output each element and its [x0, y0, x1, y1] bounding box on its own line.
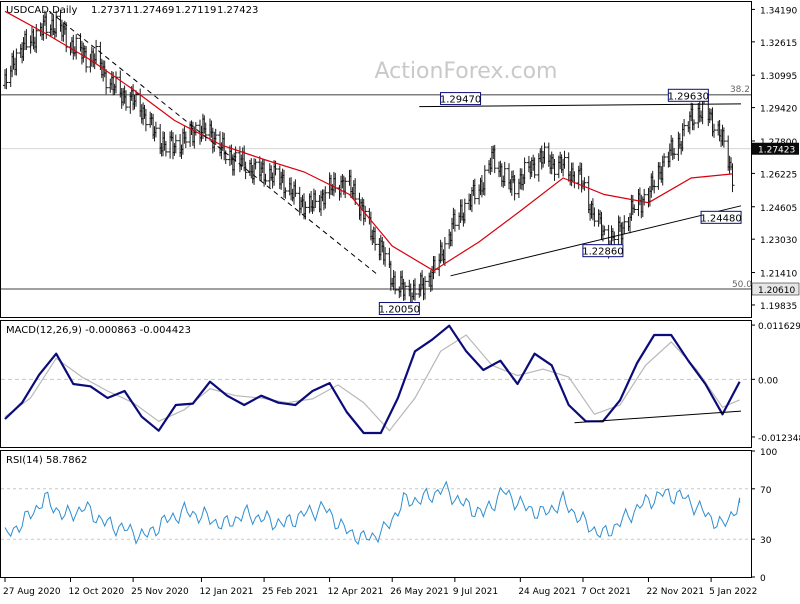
- annotation-1.20050: 1.20050: [379, 305, 420, 316]
- annotation-box-1.20050: [378, 302, 420, 316]
- price-axis-label: 1.23030: [760, 236, 797, 246]
- annotation-1.29470: 1.29470: [440, 95, 481, 106]
- annotation-box-1.29630: [667, 88, 709, 102]
- annotation-1.29630: 1.29630: [668, 91, 709, 102]
- price-high-value: 1.27469: [133, 5, 174, 16]
- price-axis-label: 1.32615: [760, 39, 797, 49]
- annotation-1.22860: 1.22860: [582, 247, 623, 258]
- date-axis-label: 27 Aug 2020: [3, 587, 61, 597]
- fib-50-label: 50.0: [732, 280, 752, 290]
- price-axis-label: 1.30995: [760, 72, 797, 82]
- price-axis-label: 1.29420: [760, 105, 797, 115]
- labels-layer: 1.20050 1.29470 1.22860 1.29630 1.24480 38.2 5…: [379, 85, 753, 316]
- price-close-value: 1.27423: [217, 5, 258, 16]
- macd-signal-line: [4, 334, 740, 432]
- macd-main-line: [4, 324, 741, 435]
- annotation-box-1.22860: [582, 244, 624, 258]
- macd-axis-label: 0.011629: [758, 322, 800, 332]
- price-axis-label: 1.34190: [760, 6, 797, 16]
- macd-trendline: [574, 410, 742, 424]
- current-price-tag: 1.27423: [758, 146, 795, 156]
- price-axis-label: 1.19835: [760, 302, 797, 312]
- price-open-value: 1.27371: [91, 5, 132, 16]
- price-low-value: 1.27119: [175, 5, 216, 16]
- rsi-title: RSI(14) 58.7862: [6, 455, 87, 466]
- date-axis-label: 25 Nov 2020: [131, 587, 189, 597]
- macd-title: MACD(12,26,9) -0.000863 -0.004423: [6, 325, 191, 336]
- macd-panel-frame: [0, 320, 752, 448]
- date-axis-label: 12 Apr 2021: [328, 587, 384, 597]
- macd-axis-label: 0.00: [758, 376, 778, 386]
- fib-50-tag: 1.20610: [758, 286, 795, 296]
- rsi-axis-label: 0: [760, 574, 766, 584]
- current-price-tag-bg: [752, 142, 799, 155]
- series-lines-layer: [4, 10, 742, 546]
- rsi-axis-label: 100: [760, 448, 777, 458]
- rsi-axis-label: 30: [760, 536, 772, 546]
- rsi-panel-frame: [0, 450, 752, 578]
- date-axis-label: 5 Jan 2022: [709, 587, 757, 597]
- date-axis-label: 12 Oct 2020: [68, 587, 124, 597]
- price-symbol-label: USDCAD,Daily: [6, 5, 77, 16]
- trendline-falling: [48, 10, 377, 275]
- rsi-line: [4, 480, 741, 546]
- trendline-lower: [450, 205, 742, 277]
- date-axis-label: 26 May 2021: [390, 587, 449, 597]
- fib-50-tag-bg: [751, 282, 800, 296]
- price-axis-label: 1.26225: [760, 170, 797, 180]
- date-axis-label: 12 Jan 2021: [199, 587, 253, 597]
- fib-38-label: 38.2: [730, 85, 750, 95]
- rsi-axis-label: 70: [760, 486, 772, 496]
- price-axis-label: 1.24605: [760, 204, 797, 214]
- date-axis-label: 9 Jul 2021: [453, 587, 498, 597]
- macd-axis-label: -0.012348: [758, 434, 800, 444]
- price-panel-frame: [0, 1, 752, 318]
- axes-layer: 1.341901.326151.309951.294201.278001.262…: [3, 6, 800, 597]
- date-axis-label: 22 Nov 2021: [646, 587, 704, 597]
- price-axis-label: 1.21410: [760, 270, 797, 280]
- watermark: ActionForex.com: [375, 59, 558, 84]
- date-axis-label: 7 Oct 2021: [581, 587, 631, 597]
- moving-average-line: [4, 10, 733, 272]
- annotation-box-1.29470: [440, 92, 482, 106]
- date-axis-label: 24 Aug 2021: [518, 587, 576, 597]
- annotation-1.24480: 1.24480: [700, 213, 741, 224]
- trendline-upper: [419, 103, 742, 108]
- annotation-box-1.24480: [700, 210, 742, 224]
- date-axis-label: 25 Feb 2021: [262, 587, 318, 597]
